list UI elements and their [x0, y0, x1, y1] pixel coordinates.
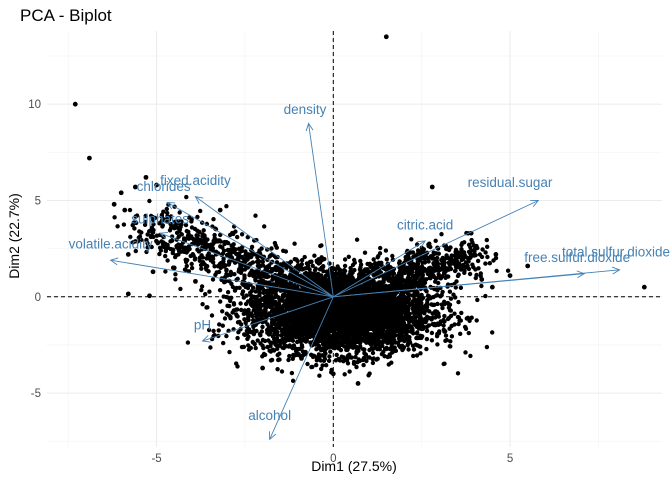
arrowhead-alcohol: [268, 431, 277, 441]
outlier-point: [150, 269, 156, 275]
outlier-point: [525, 263, 531, 269]
label-residual-sugar: residual.sugar: [468, 175, 553, 190]
outlier-point: [111, 201, 117, 207]
outlier-point: [479, 277, 485, 282]
arrowhead-residual-sugar: [530, 199, 540, 207]
y-axis-title: Dim2 (22.7%): [6, 193, 22, 279]
outlier-point: [355, 381, 361, 386]
reference-lines: [47, 31, 662, 447]
x-tick-label: 0: [330, 453, 336, 465]
outlier-point: [132, 184, 138, 190]
outlier-point: [641, 284, 647, 290]
arrowhead-chlorides: [166, 201, 176, 210]
outlier-point: [330, 371, 336, 377]
arrowhead-free-sulfur-dioxide: [576, 270, 586, 279]
arrow-pH: [202, 296, 334, 342]
outlier-point: [125, 252, 131, 257]
x-tick-label: -5: [151, 453, 161, 465]
x-tick-label: 5: [507, 453, 513, 465]
outlier-point: [468, 230, 474, 236]
label-density: density: [284, 102, 327, 117]
label-free-sulfur-dioxide: free.sulfur.dioxide: [524, 250, 630, 265]
arrow-residual-sugar: [333, 200, 539, 298]
y-tick-label: 5: [35, 195, 41, 207]
label-volatile-acidity: volatile.acidity: [69, 237, 153, 252]
chart-title: PCA - Biplot: [20, 6, 112, 25]
arrow-fixed-acidity: [195, 196, 334, 298]
outlier-point: [299, 356, 304, 361]
arrow-citric-acid: [333, 240, 426, 298]
label-pH: pH: [194, 318, 211, 333]
arrow-density: [308, 123, 334, 297]
axis-ticks: -5 0 5 -5 0 5 10: [28, 99, 513, 465]
variable-labels: density residual.sugar citric.acid total.su…: [69, 102, 670, 423]
arrowhead-sulphates: [159, 231, 169, 240]
outlier-point: [507, 273, 513, 278]
arrowhead-total-sulfur-dioxide: [611, 266, 621, 275]
variable-arrows: [109, 122, 621, 441]
outlier-point: [161, 244, 167, 250]
outlier-point: [125, 291, 131, 297]
y-tick-label: -5: [31, 388, 41, 400]
x-axis-title: Dim1 (27.5%): [311, 458, 397, 474]
outlier-point: [217, 207, 223, 213]
label-citric-acid: citric.acid: [397, 217, 453, 232]
arrowhead-citric-acid: [417, 240, 427, 248]
outlier-point: [493, 252, 499, 257]
arrowhead-pH: [201, 335, 211, 343]
outlier-point: [154, 182, 159, 188]
outlier-point: [383, 34, 389, 40]
arrow-sulphates: [159, 232, 334, 298]
arrow-alcohol: [269, 296, 334, 440]
label-fixed-acidity: fixed.acidity: [160, 173, 231, 188]
arrow-chlorides: [166, 202, 334, 298]
outlier-point: [122, 207, 128, 213]
label-total-sulfur-dioxide: total.sulfur.dioxide: [562, 244, 670, 259]
arrowhead-fixed-acidity: [194, 196, 204, 204]
outlier-point: [489, 284, 495, 290]
outlier-point: [429, 184, 435, 190]
label-alcohol: alcohol: [248, 408, 291, 423]
y-tick-label: 10: [28, 99, 41, 111]
outlier-point: [193, 278, 198, 284]
label-chlorides: chlorides: [137, 179, 191, 194]
outlier-point: [72, 101, 78, 107]
arrowhead-volatile-acidity: [109, 257, 119, 266]
outlier-point: [87, 155, 92, 161]
arrow-free-sulfur-dioxide: [333, 273, 585, 298]
outlier-point: [260, 365, 266, 371]
outlier-points: [72, 34, 647, 386]
outlier-point: [118, 190, 124, 196]
arrow-volatile-acidity: [110, 259, 334, 298]
outlier-point: [178, 219, 184, 225]
outlier-point: [143, 174, 149, 180]
outlier-point: [171, 265, 177, 271]
y-tick-label: 0: [35, 292, 41, 304]
outlier-point: [147, 293, 152, 299]
label-sulphates: sulphates: [131, 212, 189, 227]
arrowhead-density: [305, 122, 314, 132]
